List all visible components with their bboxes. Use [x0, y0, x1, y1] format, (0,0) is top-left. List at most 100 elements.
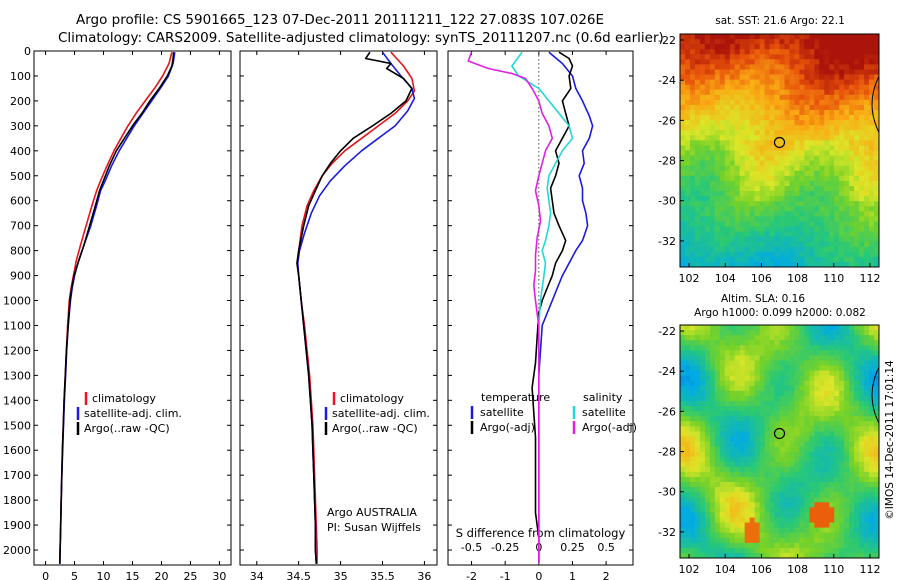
- map-cell: [859, 441, 865, 448]
- map-cell: [779, 216, 786, 222]
- map-cell: [734, 256, 741, 263]
- map-cell: [729, 411, 736, 417]
- map-cell: [714, 89, 721, 96]
- map-cell: [799, 84, 805, 91]
- map-cell: [864, 74, 870, 81]
- map-cell: [709, 360, 716, 367]
- map-cell: [680, 350, 686, 356]
- map-cell: [704, 170, 711, 177]
- map-cell: [809, 542, 815, 549]
- map-cell: [764, 532, 771, 539]
- map-cell: [784, 502, 791, 508]
- map-cell: [779, 246, 786, 253]
- map-cell: [680, 380, 686, 387]
- map-cell: [690, 497, 696, 503]
- sst-map-panel: 102 104 106 108 110 112-22-24-26-28-30-32: [658, 33, 880, 285]
- map-cell: [814, 201, 820, 207]
- map-cell: [839, 236, 845, 243]
- map-cell: [714, 345, 721, 351]
- map-cell: [744, 165, 751, 172]
- map-cell: [849, 64, 855, 71]
- map-cell: [824, 89, 830, 96]
- map-cell: [719, 125, 726, 131]
- map-cell: [694, 216, 701, 222]
- map-cell: [690, 186, 696, 192]
- map-cell: [714, 256, 721, 263]
- map-cell: [724, 251, 731, 258]
- map-cell: [819, 160, 825, 167]
- map-cell: [729, 206, 736, 212]
- map-cell: [759, 421, 766, 427]
- map-cell: [739, 251, 746, 258]
- map-cell: [774, 532, 781, 539]
- map-cell: [804, 360, 810, 367]
- map-cell: [769, 492, 776, 498]
- map-cell: [789, 186, 796, 192]
- map-cell: [799, 115, 805, 121]
- map-cell: [779, 221, 786, 228]
- map-cell: [794, 84, 800, 91]
- map-cell: [819, 330, 825, 336]
- map-cell: [719, 375, 726, 382]
- map-cell: [819, 325, 825, 331]
- map-cell: [859, 497, 865, 503]
- map-cell: [784, 226, 791, 233]
- map-cell: [809, 441, 815, 448]
- map-cell: [784, 211, 791, 217]
- map-cell: [804, 99, 810, 106]
- map-cell: [819, 446, 825, 453]
- map-cell: [849, 74, 855, 81]
- map-cell: [709, 461, 716, 468]
- map-cell: [709, 441, 716, 448]
- map-cell: [794, 406, 800, 412]
- map-cell: [864, 39, 870, 45]
- map-cell: [854, 487, 860, 493]
- map-cell: [680, 110, 686, 116]
- map-cell: [709, 69, 716, 76]
- map-cell: [754, 355, 761, 362]
- map-cell: [859, 59, 865, 65]
- map-cell: [769, 340, 776, 346]
- map-cell: [789, 487, 796, 493]
- map-cell: [685, 39, 691, 45]
- map-cell: [734, 120, 741, 126]
- map-cell: [814, 325, 820, 331]
- map-cell: [804, 246, 810, 253]
- map-cell: [859, 355, 865, 362]
- map-cell: [719, 84, 726, 91]
- difference-legend: temperature salinity satellite satellite…: [470, 391, 637, 434]
- map-x-tick-label: 106: [751, 563, 772, 576]
- map-cell: [829, 375, 835, 382]
- map-cell: [754, 44, 761, 50]
- map-cell: [759, 537, 766, 544]
- map-cell: [824, 527, 830, 534]
- map-cell: [844, 390, 850, 397]
- map-cell: [749, 456, 756, 463]
- map-cell: [799, 130, 805, 136]
- map-cell: [794, 335, 800, 341]
- map-cell: [734, 482, 741, 488]
- map-cell: [690, 492, 696, 498]
- map-cell: [759, 395, 766, 402]
- map-cell: [819, 547, 825, 554]
- map-cell: [709, 552, 716, 558]
- map-cell: [819, 507, 825, 513]
- map-cell: [729, 175, 736, 182]
- map-cell: [804, 241, 810, 248]
- map-cell: [734, 512, 741, 519]
- map-cell: [734, 522, 741, 529]
- map-cell: [819, 196, 825, 202]
- map-cell: [685, 395, 691, 402]
- map-cell: [789, 125, 796, 131]
- map-cell: [849, 532, 855, 539]
- map-cell: [844, 385, 850, 392]
- map-cell: [794, 355, 800, 362]
- map-cell: [789, 355, 796, 362]
- map-cell: [824, 206, 830, 212]
- map-cell: [794, 390, 800, 397]
- map-cell: [690, 110, 696, 116]
- temperature-panel: 0100200300400500600700800900100011001200…: [3, 45, 232, 580]
- map-cell: [685, 446, 691, 453]
- map-cell: [819, 201, 825, 207]
- map-x-tick-label: 108: [787, 272, 808, 285]
